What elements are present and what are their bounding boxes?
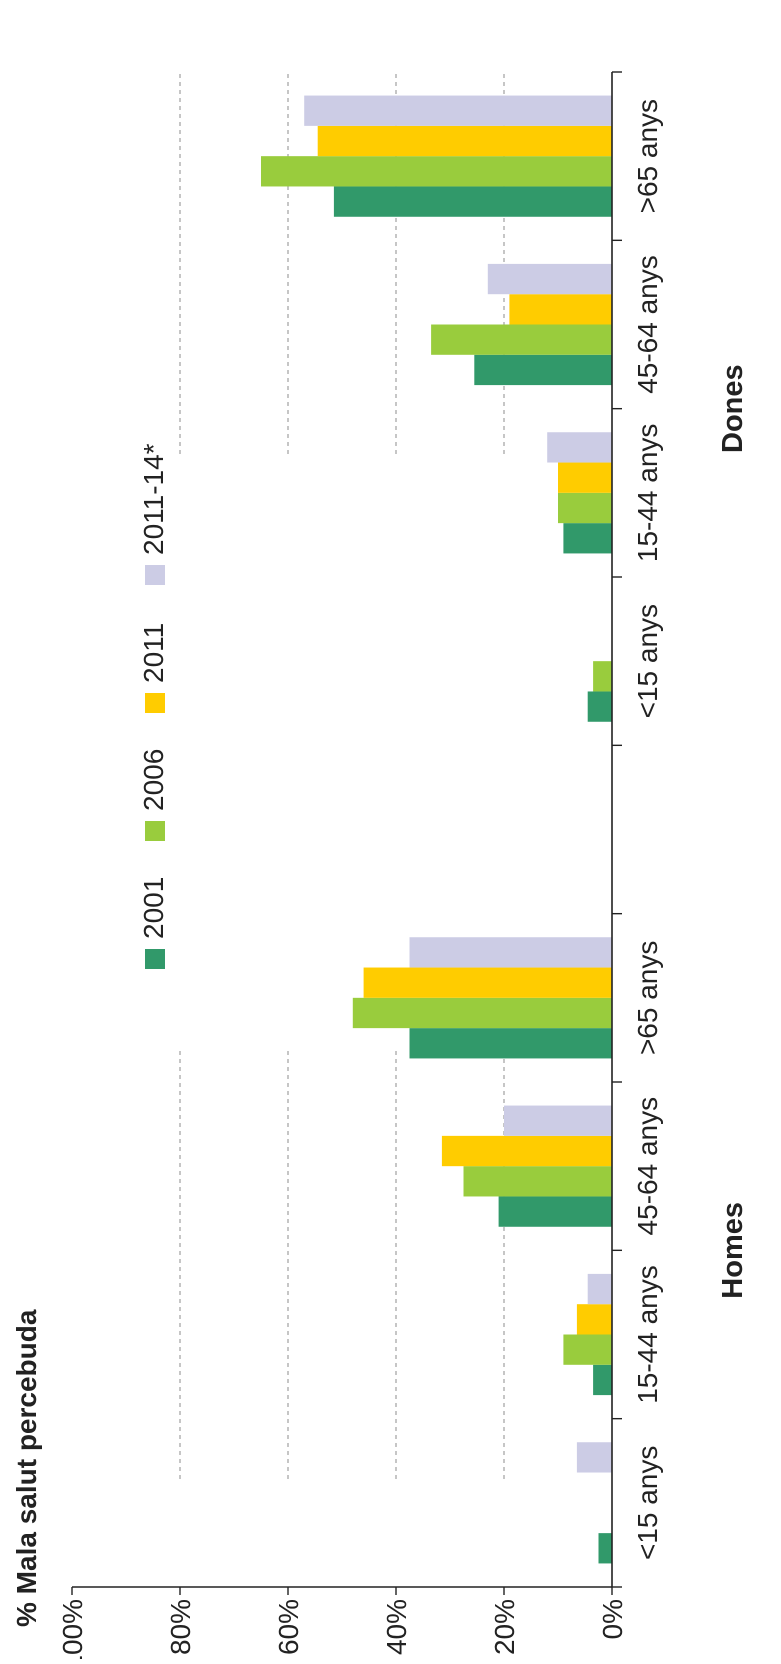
bar-2006-Dones-15-44 anys <box>558 492 612 524</box>
category-label: 15-44 anys <box>632 1265 663 1404</box>
y-axis-title: % Mala salut percebuda <box>11 1309 42 1627</box>
legend-layer: 2001 2006 2011 2011-14* <box>138 443 169 969</box>
y-tick-label: 0% <box>597 1599 628 1639</box>
chart-rotated: 0% 20% 40% 60% 80% 100% <15 anys 15-44 anys 45-6… <box>11 71 749 1664</box>
legend-label-2011-14*: 2011-14* <box>138 443 169 555</box>
bar-2001-Dones-15-44 anys <box>563 523 613 554</box>
legend-label-2001: 2001 <box>138 877 169 939</box>
bar-2006-Homes-45-64 anys <box>463 1166 612 1197</box>
bar-2011-14*-Homes-15-44 anys <box>587 1273 613 1305</box>
category-label: 45-64 anys <box>632 1097 663 1236</box>
bar-2011-14*-Homes-<15 anys <box>576 1442 613 1473</box>
bar-2001-Dones-45-64 anys <box>474 354 612 386</box>
axes-layer <box>71 71 622 1595</box>
bar-2011-Dones->65 anys <box>317 125 612 157</box>
bar-2011-14*-Dones-15-44 anys <box>547 432 613 463</box>
bar-2011-Dones-45-64 anys <box>509 294 612 325</box>
legend-label-2006: 2006 <box>138 749 169 811</box>
bar-2006-Homes->65 anys <box>352 997 612 1029</box>
bar-2006-Homes-15-44 anys <box>563 1334 613 1365</box>
category-label: <15 anys <box>632 604 663 718</box>
bar-2011-14*-Dones->65 anys <box>304 95 612 126</box>
y-tick-label: 20% <box>489 1599 520 1655</box>
category-label: 45-64 anys <box>632 255 663 394</box>
legend-label-2011: 2011 <box>138 623 169 683</box>
bar-2011-Homes-15-44 anys <box>576 1304 613 1335</box>
bar-2006-Dones-45-64 anys <box>431 324 612 355</box>
labels-layer: 0% 20% 40% 60% 80% 100% <15 anys 15-44 anys 45-6… <box>11 99 749 1664</box>
bar-2006-Dones->65 anys <box>261 156 612 187</box>
legend-swatch-2006 <box>145 821 165 841</box>
bar-2006-Dones-<15 anys <box>593 661 612 692</box>
y-tick-label: 40% <box>381 1599 412 1655</box>
legend-swatch-2011-14* <box>145 565 165 585</box>
group-label-Homes: Homes <box>717 1202 749 1299</box>
category-label: 15-44 anys <box>632 424 663 563</box>
category-label: <15 anys <box>632 1446 663 1560</box>
legend-swatch-2011 <box>145 693 165 713</box>
bar-2011-14*-Dones-45-64 anys <box>487 263 612 295</box>
bars-layer <box>261 95 613 1564</box>
y-tick-label: 60% <box>273 1599 304 1655</box>
grid-layer <box>179 72 505 1479</box>
bar-2001-Dones-<15 anys <box>587 691 613 722</box>
y-tick-label: 80% <box>165 1599 196 1655</box>
bar-2011-Homes->65 anys <box>363 967 612 998</box>
bar-2001-Homes->65 anys <box>409 1028 612 1059</box>
legend-swatch-2001 <box>145 949 165 969</box>
group-label-Dones: Dones <box>717 364 749 453</box>
bar-2001-Dones->65 anys <box>333 186 612 217</box>
y-tick-label: 100% <box>57 1599 88 1659</box>
bar-2011-Homes-45-64 anys <box>441 1135 612 1167</box>
bar-2011-14*-Homes-45-64 anys <box>504 1105 612 1136</box>
category-label: >65 anys <box>632 99 663 213</box>
category-label: >65 anys <box>632 941 663 1055</box>
bar-2011-Dones-15-44 anys <box>558 462 612 493</box>
bar-2001-Homes-45-64 anys <box>498 1196 613 1227</box>
bar-2001-Homes-15-44 anys <box>593 1364 612 1396</box>
bar-2011-14*-Homes->65 anys <box>409 937 612 968</box>
bar-2001-Homes-<15 anys <box>598 1533 612 1564</box>
